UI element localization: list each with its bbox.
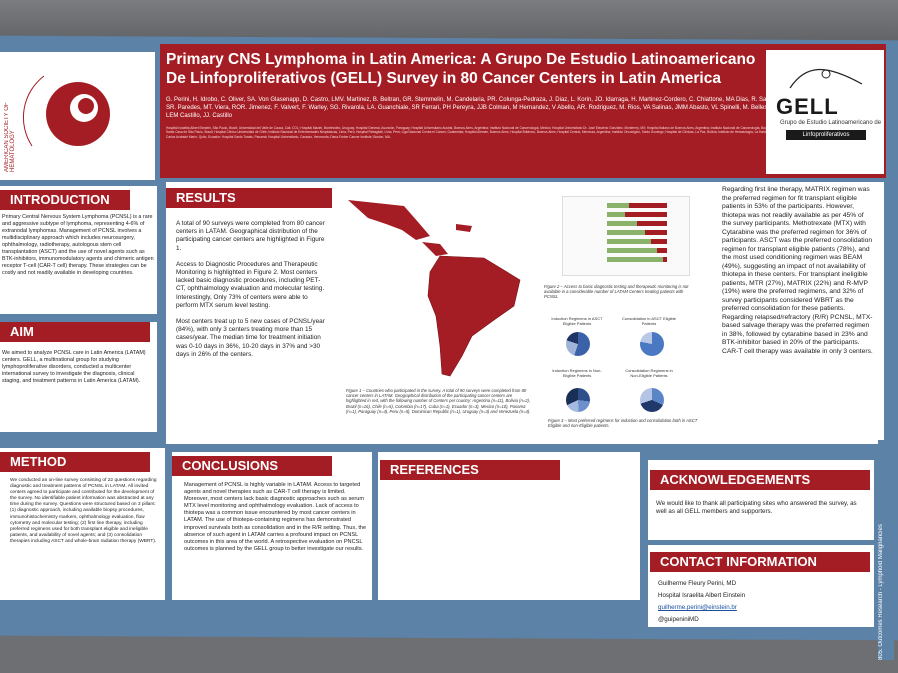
introduction-heading: INTRODUCTION [0,190,130,210]
donut-chart-3 [566,388,590,412]
method-heading: METHOD [0,452,150,472]
donut-label-2: Consolidation in ASCT Eligible Patients [622,316,676,326]
donut-label-1: Induction Regimens in ASCT Eligible Pati… [551,316,603,326]
contact-email-link[interactable]: guilherme.perini@einstein.br [658,604,737,611]
donut-chart-2 [640,332,664,356]
introduction-text: Primary Central Nervous System Lymphoma … [2,214,154,276]
acknowledgements-text: We would like to thank all participating… [656,500,857,515]
figure-3-caption: Figure 3 – Most preferred regimens for i… [548,418,698,429]
ash-logo-icon [22,75,110,147]
results-right-paragraph: Regarding first line therapy, MATRIX reg… [722,186,873,355]
method-panel [0,448,165,600]
donut-chart-1 [566,332,590,356]
donut-label-3: Induction Regimens in Non-Eligible Patie… [552,368,602,378]
contact-heading: CONTACT INFORMATION [650,552,870,572]
conclusions-heading: CONCLUSIONS [172,456,332,476]
acknowledgements-heading: ACKNOWLEDGEMENTS [650,470,870,490]
poster-title: Primary CNS Lymphoma in Latin America: A… [166,51,756,87]
results-bullet-3: Most centers treat up to 5 new cases of … [176,318,325,358]
aim-text: We aimed to analyze PCNSL care in Latin … [2,350,146,384]
gell-logo-subtitle: Grupo de Estudio Latinoamericano de [780,120,882,126]
results-panel [166,182,884,444]
side-category-tag: 805. Outcomes Research - Lymphoid Malign… [878,440,894,660]
gell-logo-word: GELL [776,94,839,119]
method-text: We conducted an on-line survey consistin… [10,478,157,544]
aim-heading: AIM [0,322,150,342]
poster-affiliations: Hospital Israelita Albert Einstein, São … [166,126,793,139]
results-right-text: Regarding first line therapy, MATRIX reg… [722,186,874,356]
conclusions-text: Management of PCNSL is highly variable i… [184,482,367,552]
diagnostic-bars [607,203,667,262]
contact-details: Guilherme Fleury Perini, MD Hospital Isr… [658,578,868,626]
gell-logo-panel: GELL Grupo de Estudio Latinoamericano de… [766,50,884,174]
results-bullets: A total of 90 surveys were completed fro… [176,220,326,367]
results-bullet-2: Access to Diagnostic Procedures and Ther… [176,260,325,309]
poster-header: Primary CNS Lymphoma in Latin America: A… [160,44,886,178]
donut-label-4: Consolidation Regimens in Non-Eligible P… [625,368,673,378]
donut-chart-4 [640,388,664,412]
gell-logo-icon [789,68,863,89]
ash-logo-text: AMERICAN SOCIETY OF HEMATOLOGY [4,102,16,172]
references-heading: REFERENCES [380,460,560,480]
results-heading: RESULTS [166,188,332,208]
contact-hospital: Hospital Israelita Albert Einstein [658,592,746,599]
figure-1-caption: Figure 1 – Countries who participated in… [346,388,531,414]
poster-authors: G. Perini, H. Idrobo, C. Oliver, SA. Von… [166,97,778,119]
conclusions-panel [172,452,372,600]
results-bullet-1: A total of 90 surveys were completed fro… [176,220,325,252]
latam-map-figure [348,200,521,377]
contact-handle: @guipeniniMD [658,616,699,623]
figure-2-caption: Figure 2 – Access to basic diagnostic te… [544,284,689,300]
contact-name: Guilherme Fleury Perini, MD [658,580,737,587]
diagnostic-access-chart [562,196,690,276]
ash-logo-panel: AMERICAN SOCIETY OF HEMATOLOGY [0,52,155,180]
gell-logo-band: Linfoproliferativos [786,130,866,140]
